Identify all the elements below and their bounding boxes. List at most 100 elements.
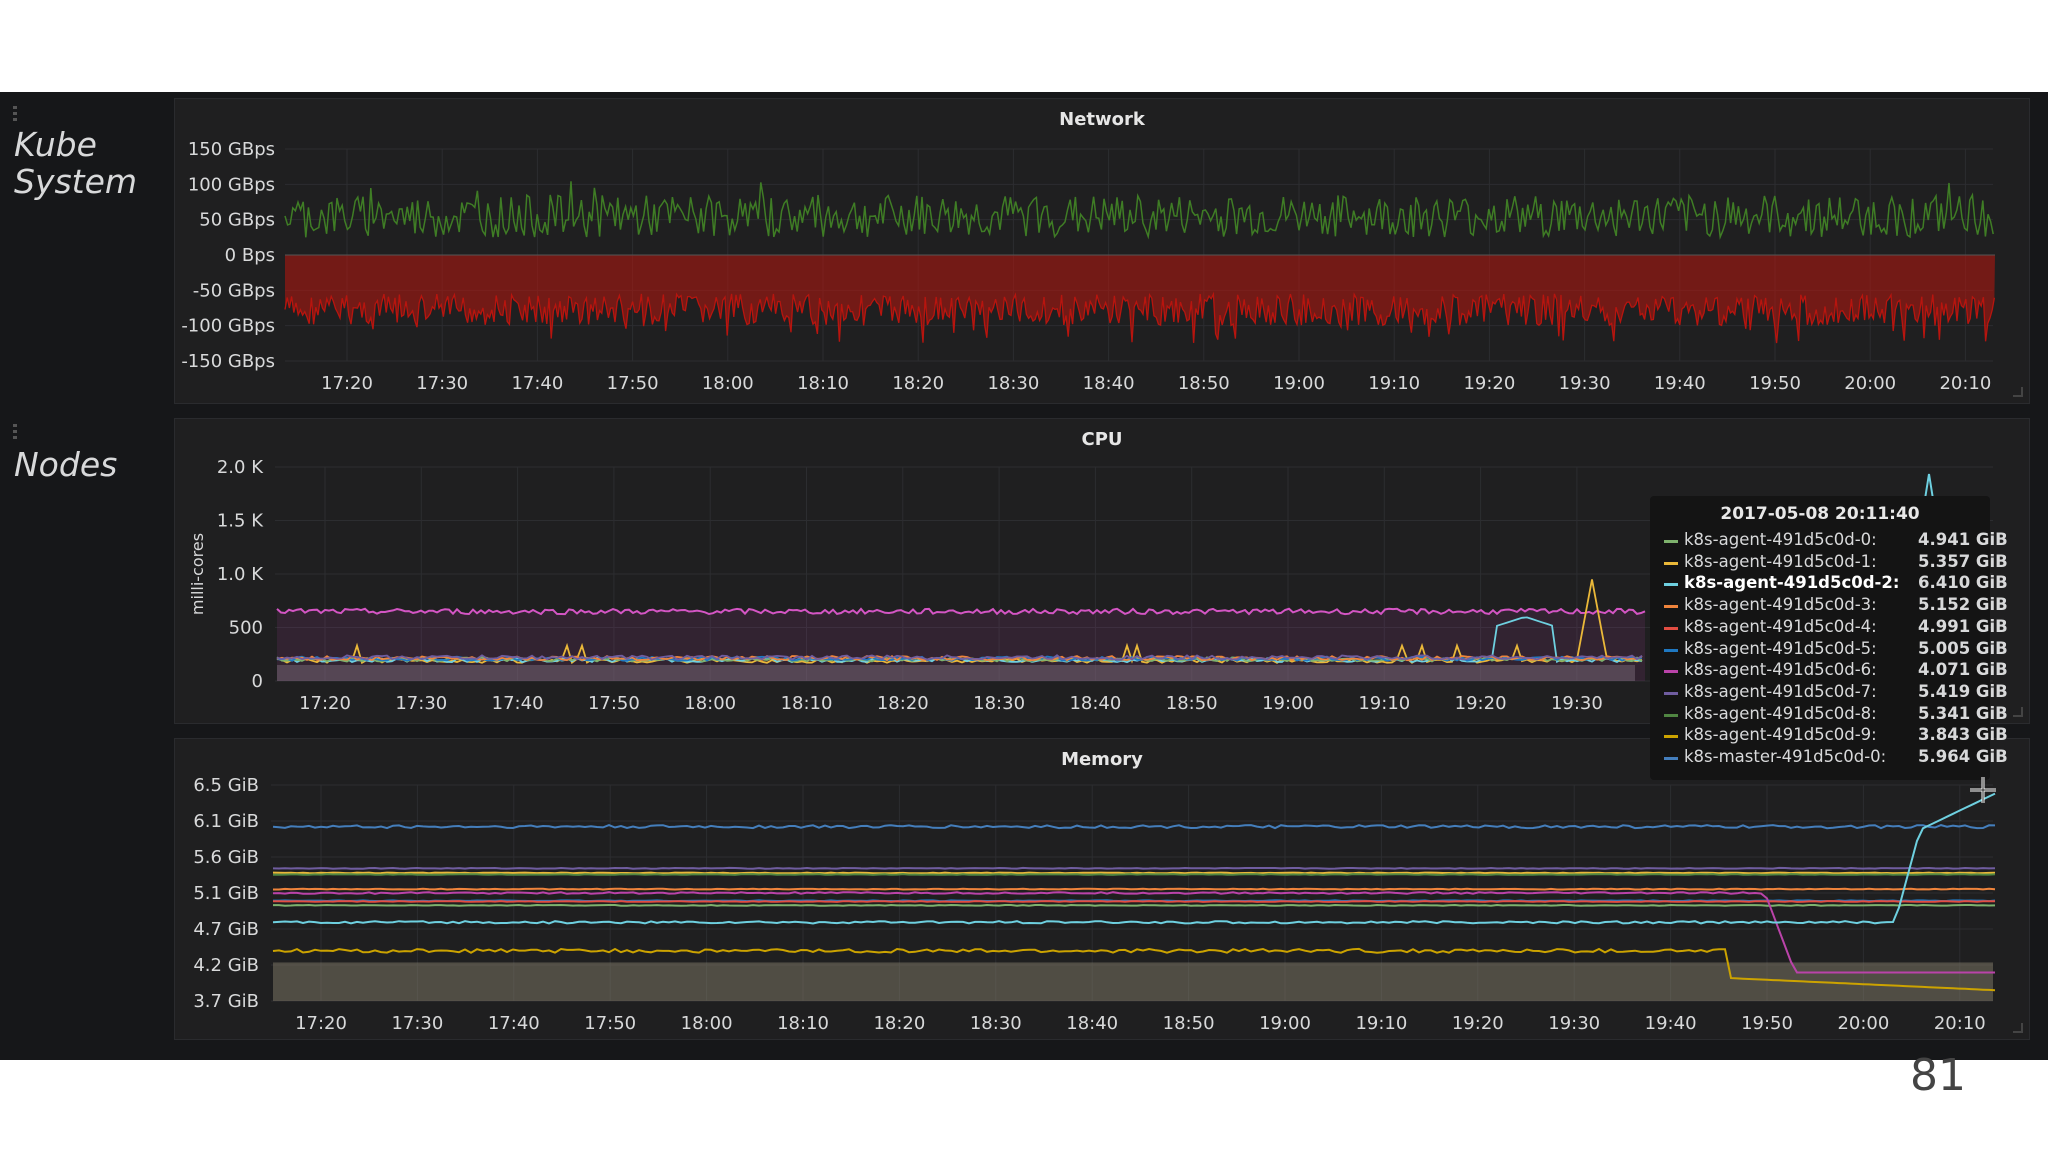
y-tick-label: 1.0 K [217,564,264,585]
cpu-chart[interactable]: 2.0 K 1.5 K 1.0 K 500 0 milli-cores 17:20 17:30… [175,419,2029,723]
x-tick-label: 20:10 [1939,373,1991,394]
series-color-swatch [1664,735,1678,739]
y-tick-label: 0 [252,671,263,692]
x-tick-label: 19:10 [1368,373,1420,394]
series-value: 3.843 GiB [1918,725,2008,745]
series-name: k8s-agent-491d5c0d-9: [1684,725,1877,745]
x-tick-label: 18:00 [681,1013,733,1034]
x-tick-label: 18:10 [797,373,849,394]
series-tooltip: 2017-05-08 20:11:40 k8s-agent-491d5c0d-0… [1650,496,2008,780]
panel-resize-handle[interactable] [2013,387,2023,397]
y-tick-label: 4.2 GiB [193,955,259,976]
panel-title[interactable]: Network [1059,109,1145,130]
memory-series [272,873,1996,876]
x-tick-label: 19:40 [1645,1013,1697,1034]
y-tick-label: -50 GBps [193,280,275,301]
memory-series [273,887,1996,891]
row-title-line: System [14,162,138,201]
memory-series [272,866,1996,870]
x-tick-label: 19:00 [1262,693,1314,714]
cpu-series-area [277,608,1645,681]
x-tick-label: 19:20 [1463,373,1515,394]
memory-panel[interactable]: Memory 6.5 GiB 6.1 GiB 5.6 GiB 5.1 GiB 4.7 G… [174,738,2030,1040]
row-title-line: Nodes [14,445,118,484]
series-name: k8s-agent-491d5c0d-1: [1684,551,1877,571]
x-tick-label: 19:50 [1749,373,1801,394]
x-tick-label: 18:50 [1163,1013,1215,1034]
cpu-series [276,654,1643,662]
series-name: k8s-agent-491d5c0d-5: [1684,638,1877,658]
memory-base-area [273,962,1993,1001]
series-value: 6.410 GiB [1918,573,2008,593]
x-tick-label: 17:40 [511,373,563,394]
y-tick-label: 50 GBps [199,210,275,231]
y-tick-label: 150 GBps [188,139,275,160]
series-color-swatch [1664,757,1678,760]
x-tick-label: 18:40 [1066,1013,1118,1034]
x-tick-label: 19:30 [1551,693,1603,714]
series-value: 4.071 GiB [1918,660,2008,680]
x-tick-label: 18:50 [1178,373,1230,394]
x-tick-label: 18:30 [973,693,1025,714]
slide-number: 81 [1910,1050,1966,1101]
series-value: 5.964 GiB [1918,747,2008,766]
y-tick-label: -100 GBps [181,316,275,337]
memory-chart[interactable]: 6.5 GiB 6.1 GiB 5.6 GiB 5.1 GiB 4.7 GiB 4.2 G… [175,739,2029,1039]
row-title-kube-system[interactable]: Kube System [14,126,174,200]
row-title-nodes[interactable]: Nodes [14,446,174,483]
x-tick-label: 17:30 [395,693,447,714]
x-tick-label: 18:10 [781,693,833,714]
y-tick-label: 500 [229,618,263,639]
series-color-swatch [1664,691,1678,695]
memory-series [272,891,1995,974]
series-value: 5.005 GiB [1918,638,2008,658]
cpu-base-area [277,664,1635,681]
x-tick-label: 17:50 [584,1013,636,1034]
cpu-series-spike [1924,473,1934,500]
x-tick-label: 17:50 [588,693,640,714]
series-color-swatch [1664,605,1678,609]
series-value: 4.941 GiB [1918,530,2008,549]
x-tick-label: 18:30 [970,1013,1022,1034]
series-color-swatch [1664,713,1678,717]
x-tick-label: 19:40 [1654,373,1706,394]
network-inbound-series [284,181,1994,240]
series-color-swatch [1664,626,1678,630]
memory-series [272,792,1996,925]
memory-series [272,824,1996,830]
x-tick-label: 17:40 [488,1013,540,1034]
series-color-swatch [1664,583,1678,587]
crosshair-cursor-icon [1970,777,1996,803]
y-tick-label: -150 GBps [181,351,275,372]
network-chart[interactable]: 150 GBps 100 GBps 50 GBps 0 Bps -50 GBps -100… [175,99,2029,403]
series-value: 5.341 GiB [1918,703,2008,723]
x-tick-label: 18:20 [873,1013,925,1034]
row-title-line: Kube [14,125,97,164]
x-tick-label: 18:40 [1069,693,1121,714]
network-panel[interactable]: Network 150 GBps 100 GBps 50 GBps 0 Bps -50 … [174,98,2030,404]
x-tick-label: 17:40 [492,693,544,714]
series-name: k8s-agent-491d5c0d-0: [1684,530,1877,549]
row-drag-handle[interactable] [13,106,17,122]
panel-resize-handle[interactable] [2013,1023,2023,1033]
y-tick-label: 3.7 GiB [193,991,259,1012]
series-value: 5.419 GiB [1918,681,2008,701]
series-color-swatch [1664,648,1678,652]
y-axis-label: milli-cores [188,533,207,615]
memory-series [273,900,1996,903]
x-tick-label: 20:00 [1837,1013,1889,1034]
cpu-series-agent-6 [276,607,1646,616]
series-name: k8s-agent-491d5c0d-6: [1684,660,1877,680]
x-tick-label: 19:00 [1273,373,1325,394]
y-tick-label: 5.6 GiB [193,847,259,868]
cpu-series [276,654,1643,661]
x-tick-label: 19:30 [1559,373,1611,394]
series-name: k8s-agent-491d5c0d-3: [1684,595,1877,615]
panel-title[interactable]: Memory [1061,749,1143,770]
series-name: k8s-master-491d5c0d-0: [1684,747,1887,766]
row-drag-handle[interactable] [13,424,17,440]
panel-resize-handle[interactable] [2013,707,2023,717]
panel-title[interactable]: CPU [1081,429,1123,450]
y-tick-label: 100 GBps [188,174,275,195]
x-tick-label: 17:30 [416,373,468,394]
